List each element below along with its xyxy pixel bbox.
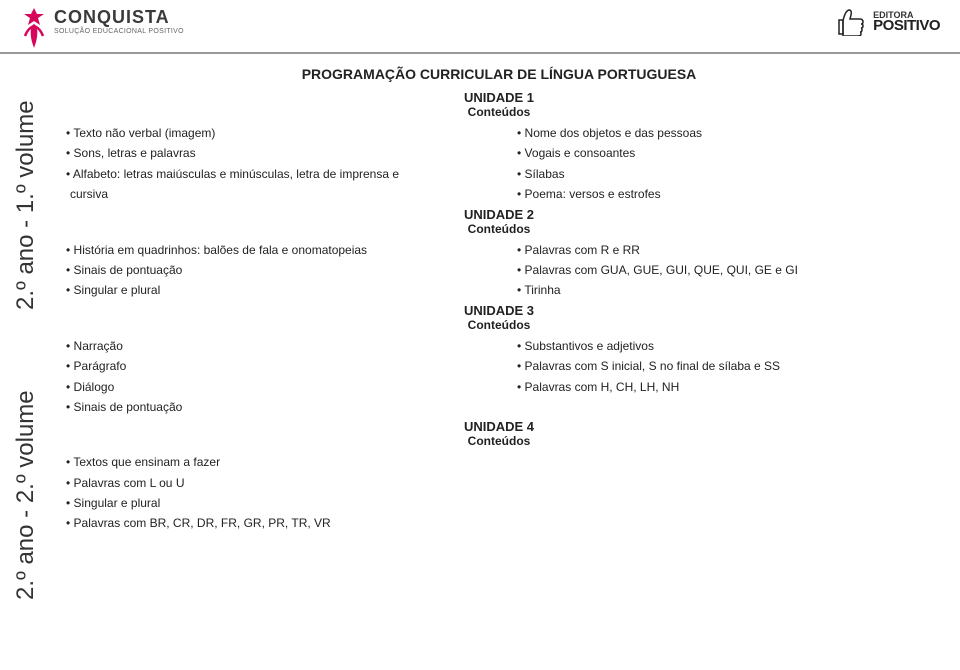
list-item: Tirinha (517, 280, 940, 300)
unit-4-right (509, 452, 940, 534)
unit-title: UNIDADE 4 (58, 419, 940, 434)
logo-right-bottom: POSITIVO (873, 19, 940, 33)
volume-label-1: 2.º ano - 1.º volume (0, 60, 52, 350)
content-area: 2.º ano - 1.º volume 2.º ano - 2.º volum… (0, 54, 960, 640)
unit-subtitle: Conteúdos (58, 318, 940, 332)
list-item: Palavras com H, CH, LH, NH (517, 377, 940, 397)
logo-conquista: CONQUISTA SOLUÇÃO EDUCACIONAL POSITIVO (20, 8, 184, 48)
logo-positivo: EDITORA POSITIVO (833, 8, 940, 36)
unit-4-left: Textos que ensinam a fazer Palavras com … (58, 452, 489, 534)
list-item: Sílabas (517, 164, 940, 184)
list-item: Alfabeto: letras maiúsculas e minúsculas… (66, 164, 489, 184)
list-item: Parágrafo (66, 356, 489, 376)
unit-4-cols: Textos que ensinam a fazer Palavras com … (58, 452, 940, 534)
list-item: Sinais de pontuação (66, 260, 489, 280)
list-item: Narração (66, 336, 489, 356)
list-item: Palavras com S inicial, S no final de sí… (517, 356, 940, 376)
volume-label-2: 2.º ano - 2.º volume (0, 350, 52, 640)
main-column: PROGRAMAÇÃO CURRICULAR DE LÍNGUA PORTUGU… (52, 60, 940, 640)
unit-1-cols: Texto não verbal (imagem) Sons, letras e… (58, 123, 940, 205)
page-title: PROGRAMAÇÃO CURRICULAR DE LÍNGUA PORTUGU… (58, 66, 940, 82)
star-person-icon (20, 8, 48, 48)
unit-subtitle: Conteúdos (58, 434, 940, 448)
unit-title: UNIDADE 2 (58, 207, 940, 222)
logo-text: CONQUISTA SOLUÇÃO EDUCACIONAL POSITIVO (54, 8, 184, 35)
unit-2-left: História em quadrinhos: balões de fala e… (58, 240, 489, 301)
unit-3-cols: Narração Parágrafo Diálogo Sinais de pon… (58, 336, 940, 418)
list-item: Poema: versos e estrofes (517, 184, 940, 204)
list-item: História em quadrinhos: balões de fala e… (66, 240, 489, 260)
unit-title: UNIDADE 1 (58, 90, 940, 105)
page-header: CONQUISTA SOLUÇÃO EDUCACIONAL POSITIVO E… (0, 0, 960, 54)
list-item: Nome dos objetos e das pessoas (517, 123, 940, 143)
list-item-cont: cursiva (58, 184, 489, 204)
unit-3-left: Narração Parágrafo Diálogo Sinais de pon… (58, 336, 489, 418)
list-item: Singular e plural (66, 493, 489, 513)
list-item: Substantivos e adjetivos (517, 336, 940, 356)
list-item: Singular e plural (66, 280, 489, 300)
logo-right-text: EDITORA POSITIVO (873, 11, 940, 33)
unit-2-cols: História em quadrinhos: balões de fala e… (58, 240, 940, 301)
list-item: Sons, letras e palavras (66, 143, 489, 163)
unit-1-left: Texto não verbal (imagem) Sons, letras e… (58, 123, 489, 205)
side-labels: 2.º ano - 1.º volume 2.º ano - 2.º volum… (0, 60, 52, 640)
list-item: Textos que ensinam a fazer (66, 452, 489, 472)
unit-title: UNIDADE 3 (58, 303, 940, 318)
list-item: Texto não verbal (imagem) (66, 123, 489, 143)
list-item: Palavras com R e RR (517, 240, 940, 260)
unit-subtitle: Conteúdos (58, 105, 940, 119)
list-item: Palavras com BR, CR, DR, FR, GR, PR, TR,… (66, 513, 489, 533)
logo-subtitle: SOLUÇÃO EDUCACIONAL POSITIVO (54, 28, 184, 35)
list-item: Palavras com GUA, GUE, GUI, QUE, QUI, GE… (517, 260, 940, 280)
unit-2-right: Palavras com R e RR Palavras com GUA, GU… (509, 240, 940, 301)
list-item: Vogais e consoantes (517, 143, 940, 163)
thumbs-up-icon (833, 8, 867, 36)
unit-3-right: Substantivos e adjetivos Palavras com S … (509, 336, 940, 418)
logo-title: CONQUISTA (54, 8, 184, 26)
unit-1-right: Nome dos objetos e das pessoas Vogais e … (509, 123, 940, 205)
unit-subtitle: Conteúdos (58, 222, 940, 236)
list-item: Diálogo (66, 377, 489, 397)
list-item: Sinais de pontuação (66, 397, 489, 417)
list-item: Palavras com L ou U (66, 473, 489, 493)
